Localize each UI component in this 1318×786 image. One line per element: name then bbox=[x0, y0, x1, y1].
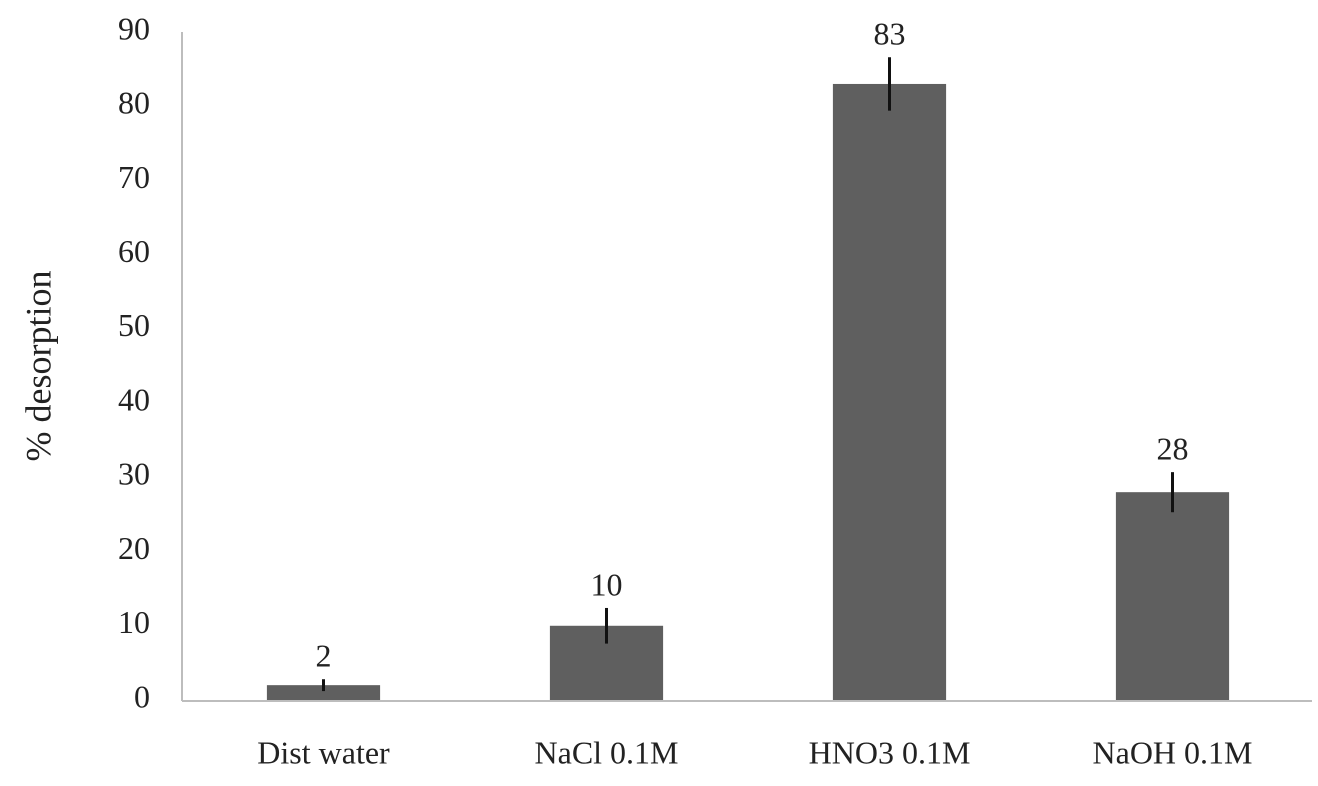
y-tick-label: 20 bbox=[118, 530, 150, 566]
value-label: 10 bbox=[591, 566, 623, 602]
y-tick-label: 80 bbox=[118, 85, 150, 121]
x-tick-label: NaOH 0.1M bbox=[1093, 734, 1253, 770]
y-tick-label: 90 bbox=[118, 10, 150, 46]
y-tick-label: 60 bbox=[118, 233, 150, 269]
x-tick-label: HNO3 0.1M bbox=[809, 734, 971, 770]
y-tick-label: 10 bbox=[118, 604, 150, 640]
value-label: 2 bbox=[316, 638, 332, 674]
bar bbox=[1115, 492, 1230, 700]
bar bbox=[832, 83, 947, 700]
y-tick-label: 50 bbox=[118, 307, 150, 343]
y-tick-label: 30 bbox=[118, 456, 150, 492]
bar bbox=[266, 685, 381, 700]
value-label: 28 bbox=[1157, 430, 1189, 466]
y-tick-label: 40 bbox=[118, 381, 150, 417]
y-axis-label: % desorption bbox=[18, 271, 58, 462]
y-tick-label: 0 bbox=[134, 678, 150, 714]
x-tick-label: Dist water bbox=[257, 734, 390, 770]
y-tick-label: 70 bbox=[118, 159, 150, 195]
value-label: 83 bbox=[874, 16, 906, 52]
x-tick-label: NaCl 0.1M bbox=[535, 734, 679, 770]
